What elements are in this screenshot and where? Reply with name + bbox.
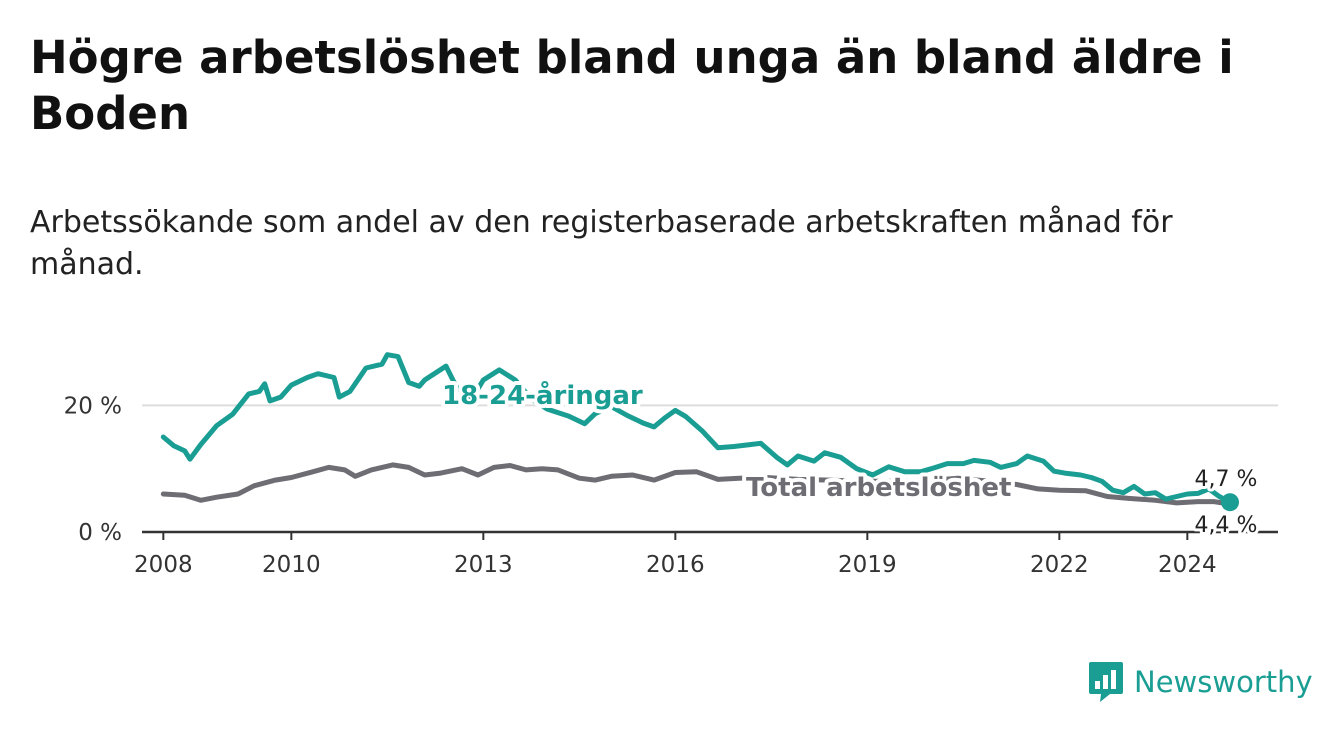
brand-name: Newsworthy [1134,665,1313,699]
chart-title: Högre arbetslöshet bland unga än bland ä… [30,31,1234,140]
end-value-total: 4,4 % [1195,513,1258,538]
y-tick-label: 20 % [64,393,122,419]
x-tick-label: 2010 [262,552,321,578]
newsworthy-logo-icon [1089,662,1123,702]
grid-layer: 0 % 20 % 2008 2010 2013 2016 2019 2022 2024 [64,393,1278,578]
x-tick-label: 2024 [1158,552,1217,578]
y-tick-label: 0 % [78,520,122,546]
end-value-youth: 4,7 % [1195,467,1258,492]
chart-subtitle: Arbetssökande som andel av den registerb… [30,205,1173,282]
label-layer: 18-24-åringar Total arbetslöshet 4,7 % 4,4 … [438,375,1260,541]
series-label-total: Total arbetslöshet [746,473,1011,503]
x-tick-label: 2016 [646,552,705,578]
series-end-marker [1221,493,1239,512]
x-tick-label: 2022 [1030,552,1089,578]
series-line-total [160,462,1233,507]
line-chart: 0 % 20 % 2008 2010 2013 2016 2019 2022 2024 18-2… [64,352,1278,578]
series-line-youth [160,352,1233,505]
x-tick-label: 2013 [454,552,513,578]
series-label-youth: 18-24-åringar [442,379,643,411]
brand: Newsworthy [1088,660,1313,704]
x-tick-label: 2008 [134,552,193,578]
x-tick-label: 2019 [838,552,897,578]
series-layer [160,352,1239,512]
